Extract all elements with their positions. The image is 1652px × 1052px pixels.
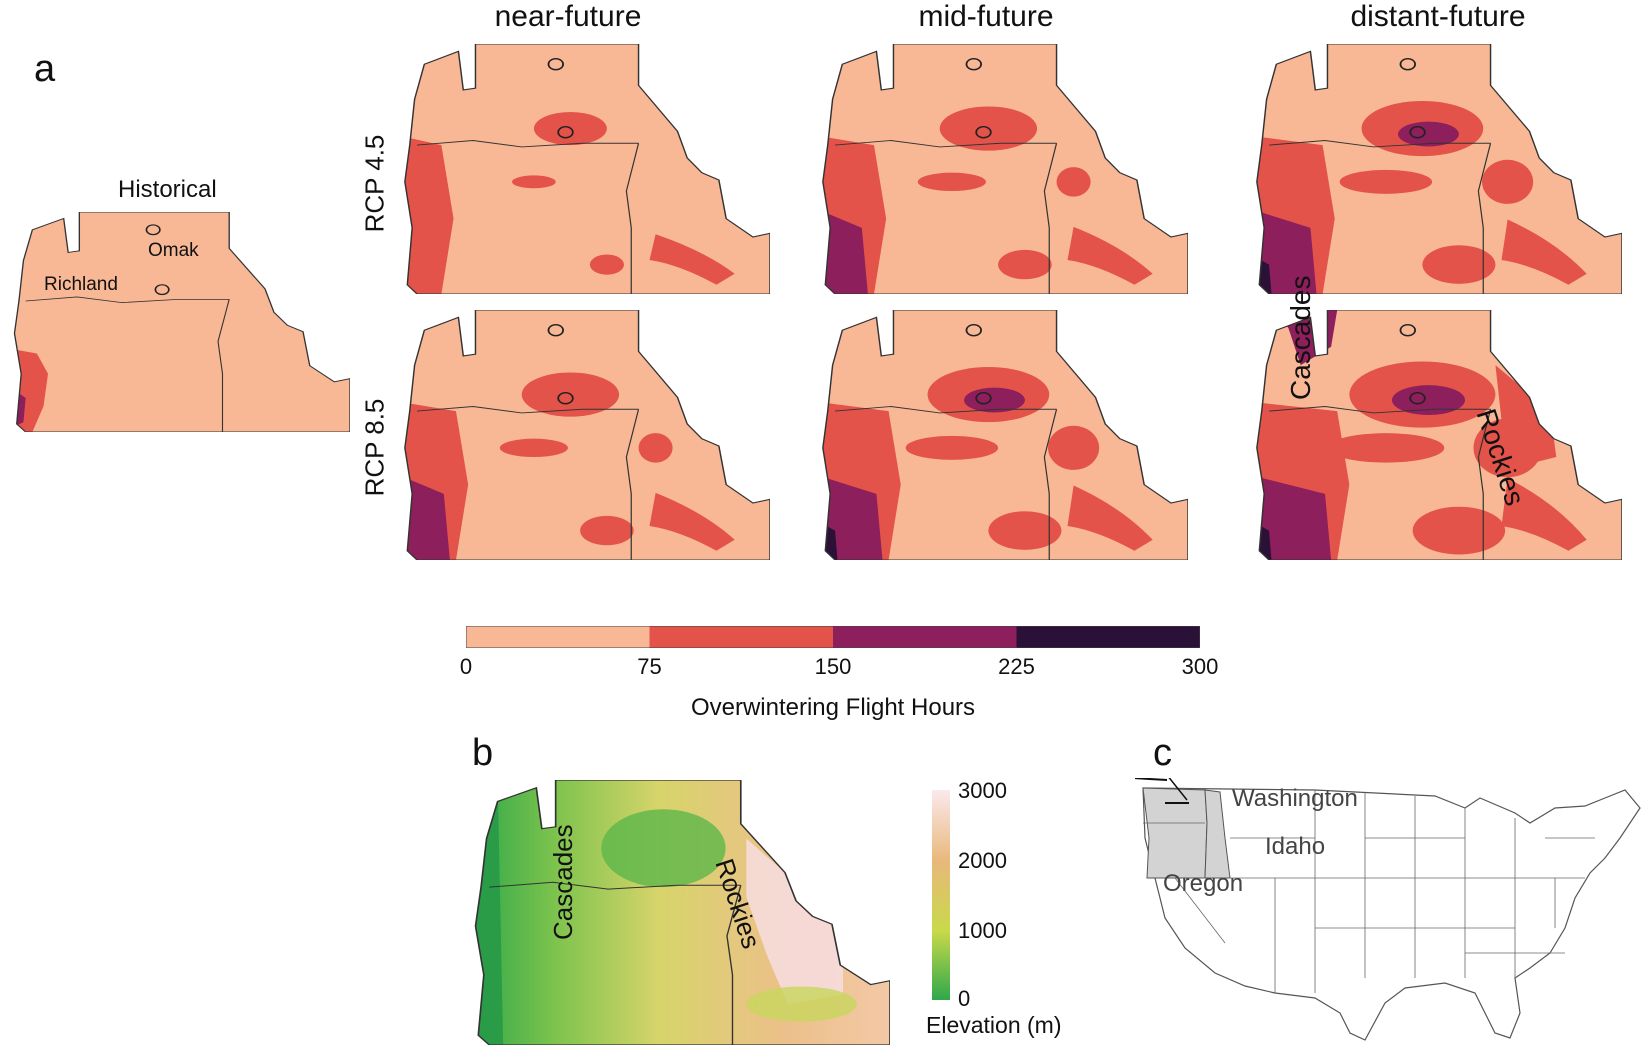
elevation-tick-2000: 2000 xyxy=(958,848,1007,873)
colorbar-bin-2 xyxy=(833,626,1017,648)
scenario-map-rcp45-distant xyxy=(1256,44,1622,294)
elevation-map xyxy=(474,780,890,1045)
panel-label-a: a xyxy=(34,48,56,90)
column-title-distant-future: distant-future xyxy=(1350,0,1526,33)
scenario-map-rcp85-near xyxy=(404,310,770,560)
site-label-omak: Omak xyxy=(148,240,199,261)
historical-map xyxy=(13,212,350,432)
colorbar-tick-75: 75 xyxy=(637,654,662,679)
site-label-richland: Richland xyxy=(44,274,118,295)
flight-hours-colorbar xyxy=(466,626,1200,648)
row-label-rcp85: RCP 8.5 xyxy=(359,398,390,497)
state-label-idaho: Idaho xyxy=(1265,833,1326,860)
state-label-oregon: Oregon xyxy=(1163,870,1244,897)
historical-title: Historical xyxy=(118,176,217,203)
colorbar-tick-150: 150 xyxy=(814,654,852,679)
colorbar-bin-1 xyxy=(649,626,833,648)
elevation-colorbar-title: Elevation (m) xyxy=(926,1012,1062,1038)
scenario-map-rcp45-near xyxy=(404,44,770,294)
elevation-colorbar xyxy=(932,790,950,1000)
elevation-annotation-cascades: Cascades xyxy=(548,824,578,940)
scenario-map-rcp45-mid xyxy=(822,44,1188,294)
column-title-near-future: near-future xyxy=(494,0,642,33)
scenario-map-rcp85-mid xyxy=(822,310,1188,560)
column-title-mid-future: mid-future xyxy=(918,0,1054,33)
state-label-washington: Washington xyxy=(1232,785,1358,812)
row-label-rcp45: RCP 4.5 xyxy=(359,134,390,233)
annotation-cascades: Cascades xyxy=(1285,275,1316,400)
us-locator-map xyxy=(1135,778,1641,1041)
elevation-tick-1000: 1000 xyxy=(958,918,1007,943)
colorbar-tick-300: 300 xyxy=(1181,654,1219,679)
colorbar-tick-225: 225 xyxy=(998,654,1035,679)
panel-label-b: b xyxy=(472,732,494,774)
elevation-tick-3000: 3000 xyxy=(958,778,1007,803)
colorbar-tick-0: 0 xyxy=(459,654,473,679)
colorbar-bin-0 xyxy=(466,626,650,648)
elevation-tick-0: 0 xyxy=(958,986,971,1011)
panel-label-c: c xyxy=(1153,732,1172,774)
colorbar-bin-3 xyxy=(1016,626,1200,648)
scenario-map-rcp85-distant xyxy=(1256,310,1622,560)
flight-hours-colorbar-title: Overwintering Flight Hours xyxy=(690,694,976,721)
